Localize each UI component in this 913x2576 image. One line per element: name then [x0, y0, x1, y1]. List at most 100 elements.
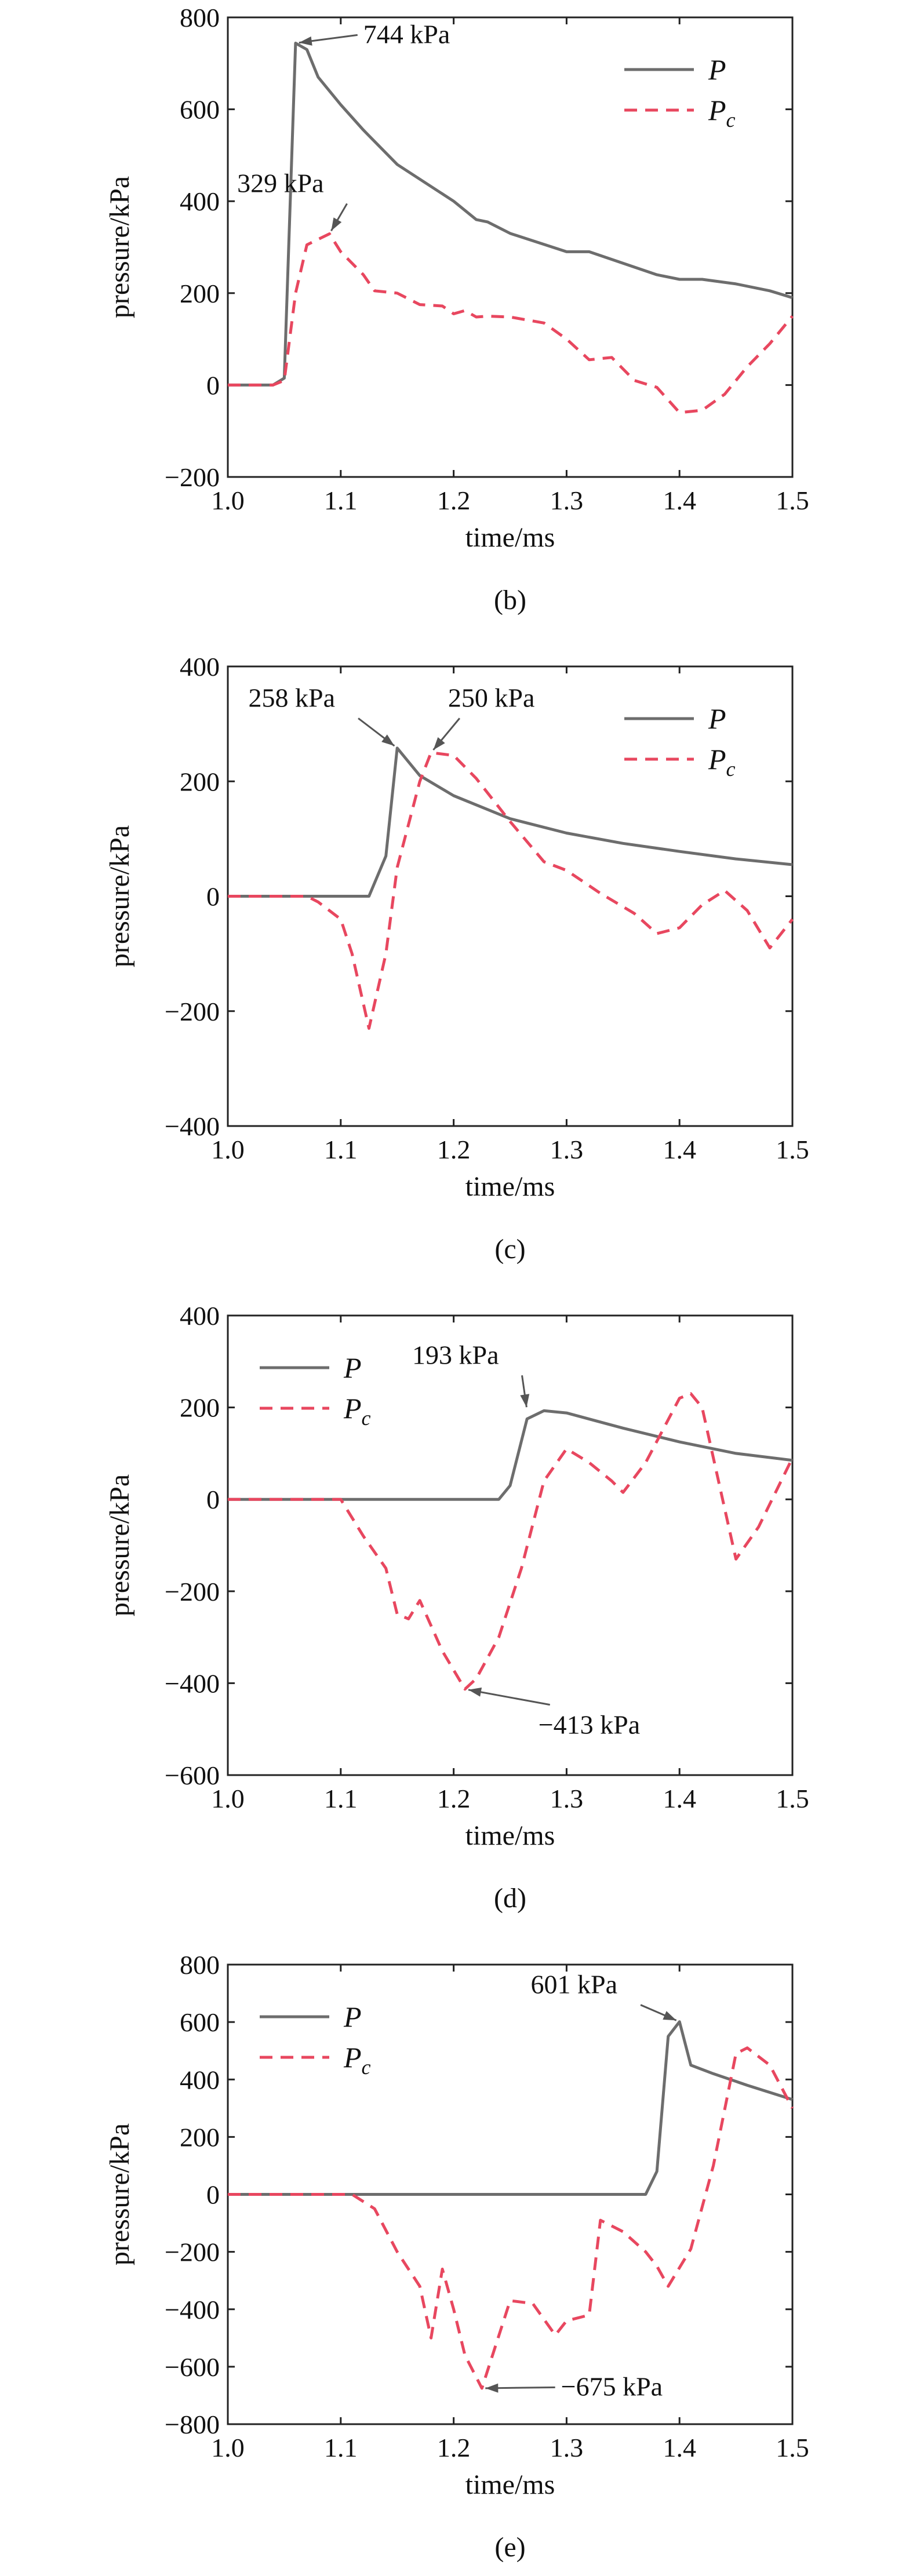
chart-panel-1: 1.0 1.1 1.2 1.3 1.4 1.5 −400 −200 0 200 400 time/ms… [104, 652, 809, 1265]
annotation-label: 250 kPa [448, 683, 535, 712]
annotation-label: −675 kPa [561, 2371, 663, 2401]
x-tick-label: 1.5 [776, 486, 809, 515]
x-tick-label: 1.0 [211, 486, 245, 515]
chart-panel-2: 1.0 1.1 1.2 1.3 1.4 1.5 −600 −400 −200 0 200 400 tim… [104, 1301, 809, 1914]
x-tick-label: 1.2 [437, 1784, 471, 1813]
y-tick-label: −400 [165, 1112, 220, 1141]
y-axis-label: pressure/kPa [104, 2123, 135, 2265]
chart-panel-3: 1.0 1.1 1.2 1.3 1.4 1.5 −800 −600 −400 −200 0 200 40… [104, 1950, 809, 2563]
y-tick-label: 800 [180, 1950, 220, 1980]
x-axis-label: time/ms [465, 1171, 555, 1202]
panel-caption: (c) [494, 1234, 525, 1265]
annotation-label: 744 kPa [363, 19, 450, 49]
series-line-Pc [228, 2046, 794, 2390]
y-tick-label: 200 [180, 1393, 220, 1423]
series-line-P [228, 746, 793, 898]
y-tick-label: 600 [180, 95, 220, 125]
x-axis-label: time/ms [465, 522, 555, 553]
x-tick-label: 1.2 [437, 486, 471, 515]
y-tick-label: 0 [206, 882, 220, 912]
x-tick-label: 1.3 [550, 2433, 584, 2462]
y-tick-label: 600 [180, 2007, 220, 2037]
legend-label-0: P [343, 2001, 362, 2033]
x-tick-label: 1.0 [211, 2433, 245, 2462]
plot-frame [227, 16, 794, 478]
annotation-arrowhead [331, 217, 342, 231]
x-tick-label: 1.4 [663, 486, 696, 515]
x-tick-label: 1.3 [550, 486, 584, 515]
series-line-Pc [228, 1392, 794, 1691]
y-tick-label: 200 [180, 2122, 220, 2152]
y-tick-label: −200 [165, 1577, 220, 1606]
annotation-arrowhead [381, 734, 395, 746]
x-tick-label: 1.1 [324, 1135, 358, 1164]
legend-label-0: P [708, 53, 726, 86]
x-tick-label: 1.0 [211, 1784, 245, 1813]
legend-label-1: Pc [343, 1392, 371, 1430]
legend-label-0: P [708, 702, 726, 735]
y-tick-label: 0 [206, 1485, 220, 1514]
series-line-Pc [228, 751, 794, 1030]
y-tick-label: 200 [180, 279, 220, 308]
y-tick-label: 0 [206, 2180, 220, 2210]
y-tick-label: 400 [180, 2065, 220, 2094]
x-tick-label: 1.4 [663, 1135, 696, 1164]
legend-label-0: P [343, 1351, 362, 1384]
y-tick-label: −600 [165, 1761, 220, 1790]
x-tick-label: 1.1 [324, 2433, 358, 2462]
x-tick-label: 1.5 [776, 1135, 809, 1164]
y-tick-label: 400 [180, 1301, 220, 1331]
x-tick-label: 1.3 [550, 1135, 584, 1164]
x-tick-label: 1.1 [324, 1784, 358, 1813]
y-tick-label: −200 [165, 462, 220, 492]
chart-panel-0: 1.0 1.1 1.2 1.3 1.4 1.5 −200 0 200 400 600 800 time/… [104, 3, 809, 615]
annotation-label: 193 kPa [412, 1340, 499, 1369]
x-tick-label: 1.5 [776, 1784, 809, 1813]
annotation-label: 258 kPa [249, 683, 336, 712]
series-line-P [228, 41, 793, 387]
y-tick-label: −400 [165, 1668, 220, 1698]
annotation-arrowhead [485, 2383, 499, 2393]
y-axis-label: pressure/kPa [104, 1474, 135, 1616]
annotation-arrow [468, 1689, 550, 1706]
y-axis-label: pressure/kPa [104, 176, 135, 318]
x-tick-label: 1.0 [211, 1135, 245, 1164]
x-tick-label: 1.5 [776, 2433, 809, 2462]
y-axis-label: pressure/kPa [104, 825, 135, 967]
plot-frame [227, 1314, 794, 1776]
y-tick-label: −400 [165, 2295, 220, 2324]
annotation-arrowhead [299, 36, 312, 46]
annotation-arrowhead [520, 1394, 530, 1408]
annotation-label: −413 kPa [539, 1710, 640, 1740]
y-tick-label: 400 [180, 652, 220, 682]
y-tick-label: 0 [206, 370, 220, 400]
annotation-arrowhead [663, 2011, 676, 2021]
x-tick-label: 1.1 [324, 486, 358, 515]
x-tick-label: 1.2 [437, 1135, 471, 1164]
x-tick-label: 1.4 [663, 2433, 696, 2462]
series-line-P [228, 2020, 793, 2196]
panel-caption: (d) [494, 1883, 526, 1914]
y-tick-label: 400 [180, 187, 220, 216]
legend-label-1: Pc [708, 94, 736, 132]
annotation-label: 601 kPa [531, 1970, 618, 1999]
y-tick-label: 800 [180, 3, 220, 32]
x-tick-label: 1.2 [437, 2433, 471, 2462]
annotation-label: 329 kPa [237, 168, 324, 198]
x-tick-label: 1.4 [663, 1784, 696, 1813]
y-tick-label: −600 [165, 2352, 220, 2382]
y-tick-label: −800 [165, 2410, 220, 2439]
legend-label-1: Pc [708, 743, 736, 781]
annotation-arrowhead [468, 1687, 482, 1697]
annotation-arrowhead [433, 737, 445, 750]
y-tick-label: −200 [165, 997, 220, 1026]
y-tick-label: −200 [165, 2238, 220, 2267]
panel-caption: (b) [494, 585, 526, 615]
series-line-Pc [228, 232, 794, 414]
legend-label-1: Pc [343, 2041, 371, 2079]
x-tick-label: 1.3 [550, 1784, 584, 1813]
series-line-P [228, 1409, 793, 1501]
x-axis-label: time/ms [465, 2469, 555, 2500]
x-axis-label: time/ms [465, 1820, 555, 1851]
